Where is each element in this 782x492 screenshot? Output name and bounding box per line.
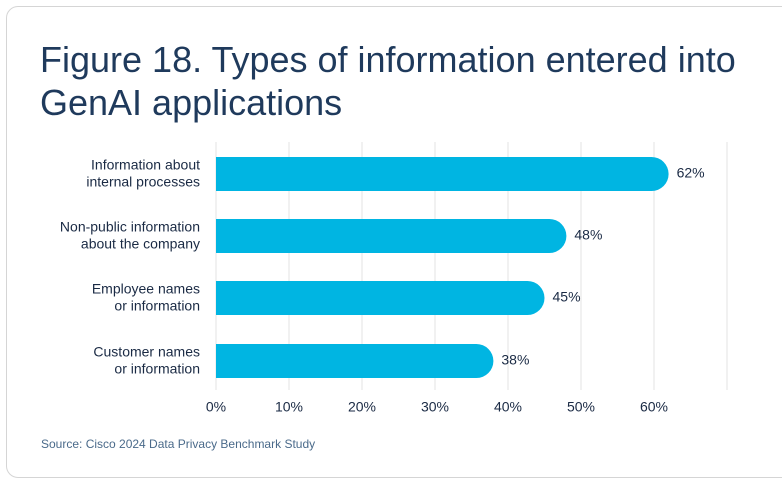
category-label: or information xyxy=(114,298,200,314)
category-label: Information about xyxy=(91,157,200,173)
bar xyxy=(216,281,545,315)
category-label: Non-public information xyxy=(60,219,200,235)
category-label: about the company xyxy=(81,236,200,252)
bar-base xyxy=(216,157,250,191)
category-label: internal processes xyxy=(86,174,200,190)
x-tick-label: 0% xyxy=(206,399,226,415)
x-tick-label: 30% xyxy=(421,399,449,415)
x-tick-label: 60% xyxy=(640,399,668,415)
bar-value-label: 45% xyxy=(553,289,581,305)
chart-bars xyxy=(216,157,669,378)
bar-base xyxy=(216,344,250,378)
bar-value-label: 62% xyxy=(677,165,705,181)
bar xyxy=(216,219,567,253)
figure-source: Source: Cisco 2024 Data Privacy Benchmar… xyxy=(41,437,316,451)
bar xyxy=(216,157,669,191)
category-label: Employee names xyxy=(92,281,200,297)
bar-base xyxy=(216,281,250,315)
bar xyxy=(216,344,494,378)
figure-title: Figure 18. Types of information entered … xyxy=(40,39,736,123)
chart-x-axis: 0% 10% 20% 30% 40% 50% 60% xyxy=(206,399,668,415)
x-tick-label: 20% xyxy=(348,399,376,415)
category-label: Customer names xyxy=(93,344,200,360)
bar-value-label: 48% xyxy=(574,227,602,243)
bar-base xyxy=(216,219,250,253)
bar-value-label: 38% xyxy=(501,352,529,368)
x-tick-label: 50% xyxy=(567,399,595,415)
category-label: or information xyxy=(114,361,200,377)
x-tick-label: 40% xyxy=(494,399,522,415)
chart-value-labels: 62% 48% 45% 38% xyxy=(501,165,704,368)
x-tick-label: 10% xyxy=(275,399,303,415)
